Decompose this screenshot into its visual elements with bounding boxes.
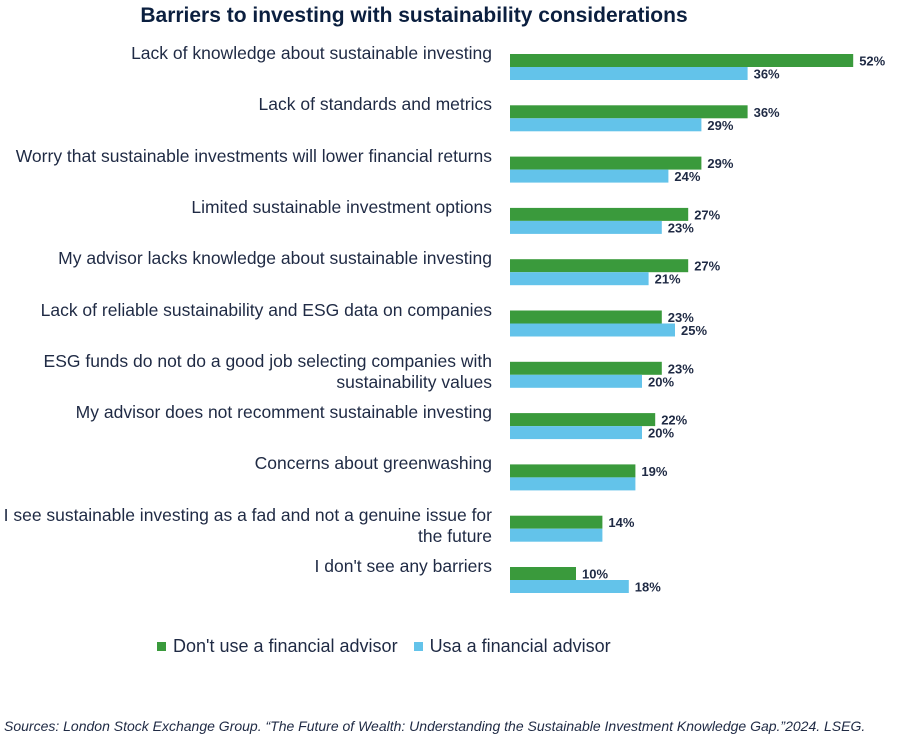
bar-advisor <box>510 374 642 388</box>
data-label: 18% <box>635 580 661 595</box>
chart-legend: Don't use a financial advisor Usa a fina… <box>157 636 627 657</box>
data-label: 27% <box>694 207 720 222</box>
bar-no-advisor <box>510 207 689 221</box>
bar-no-advisor <box>510 515 603 529</box>
bar-no-advisor <box>510 156 702 170</box>
bar-advisor <box>510 323 675 337</box>
category-label: Concerns about greenwashing <box>254 453 492 474</box>
bar-advisor <box>510 272 649 286</box>
bar-no-advisor <box>510 567 576 580</box>
legend-label-advisor: Usa a financial advisor <box>429 636 611 656</box>
legend-swatch-advisor <box>413 642 423 651</box>
data-label: 36% <box>754 105 780 120</box>
bar-advisor <box>510 169 669 183</box>
chart-title: Barriers to investing with sustainabilit… <box>140 4 688 27</box>
bar-no-advisor <box>510 464 636 478</box>
data-label: 10% <box>582 567 608 582</box>
bar-no-advisor <box>510 361 662 375</box>
data-label: 29% <box>707 118 733 133</box>
legend-label-no-advisor: Don't use a financial advisor <box>173 636 398 656</box>
data-label: 29% <box>707 156 733 171</box>
legend-swatch-no-advisor <box>157 642 166 651</box>
category-label: I see sustainable investing as a fad and… <box>3 504 492 546</box>
legend-item-no-advisor: Don't use a financial advisor <box>157 636 398 657</box>
category-label: Worry that sustainable investments will … <box>15 145 492 166</box>
bar-chart-plot: 52%36%36%29%29%24%27%23%27%21%23%25%23%2… <box>510 54 886 595</box>
bar-advisor <box>510 426 642 440</box>
category-label: My advisor lacks knowledge about sustain… <box>58 248 492 269</box>
bar-no-advisor <box>510 54 854 67</box>
data-label: 19% <box>641 464 667 479</box>
data-label: 22% <box>661 413 687 428</box>
data-label: 25% <box>681 323 707 338</box>
bar-advisor <box>510 220 662 234</box>
bar-advisor <box>510 118 702 132</box>
category-label: Lack of knowledge about sustainable inve… <box>131 43 492 63</box>
category-label: ESG funds do not do a good job selecting… <box>43 350 492 392</box>
data-label: 14% <box>608 515 634 530</box>
category-label: Limited sustainable investment options <box>191 196 492 217</box>
data-label: 24% <box>674 169 700 184</box>
data-label: 20% <box>648 374 674 389</box>
bar-advisor <box>510 477 636 491</box>
data-label: 23% <box>668 361 694 376</box>
category-label: Lack of reliable sustainability and ESG … <box>40 299 492 320</box>
data-label: 36% <box>754 67 780 82</box>
category-label: Lack of standards and metrics <box>258 94 492 115</box>
data-label: 23% <box>668 220 694 235</box>
bar-no-advisor <box>510 105 748 119</box>
bar-no-advisor <box>510 310 662 324</box>
category-label: I don't see any barriers <box>314 556 492 576</box>
source-note: Sources: London Stock Exchange Group. “T… <box>4 718 866 734</box>
category-label: My advisor does not recomment sustainabl… <box>75 402 492 423</box>
data-label: 21% <box>655 272 681 287</box>
data-label: 20% <box>648 426 674 441</box>
bar-no-advisor <box>510 413 656 427</box>
data-label: 52% <box>859 54 885 69</box>
bar-advisor <box>510 67 748 80</box>
legend-item-advisor: Usa a financial advisor <box>413 636 611 657</box>
bar-advisor <box>510 528 603 542</box>
bar-advisor <box>510 580 629 593</box>
bar-no-advisor <box>510 259 689 273</box>
data-label: 23% <box>668 310 694 325</box>
data-label: 27% <box>694 259 720 274</box>
